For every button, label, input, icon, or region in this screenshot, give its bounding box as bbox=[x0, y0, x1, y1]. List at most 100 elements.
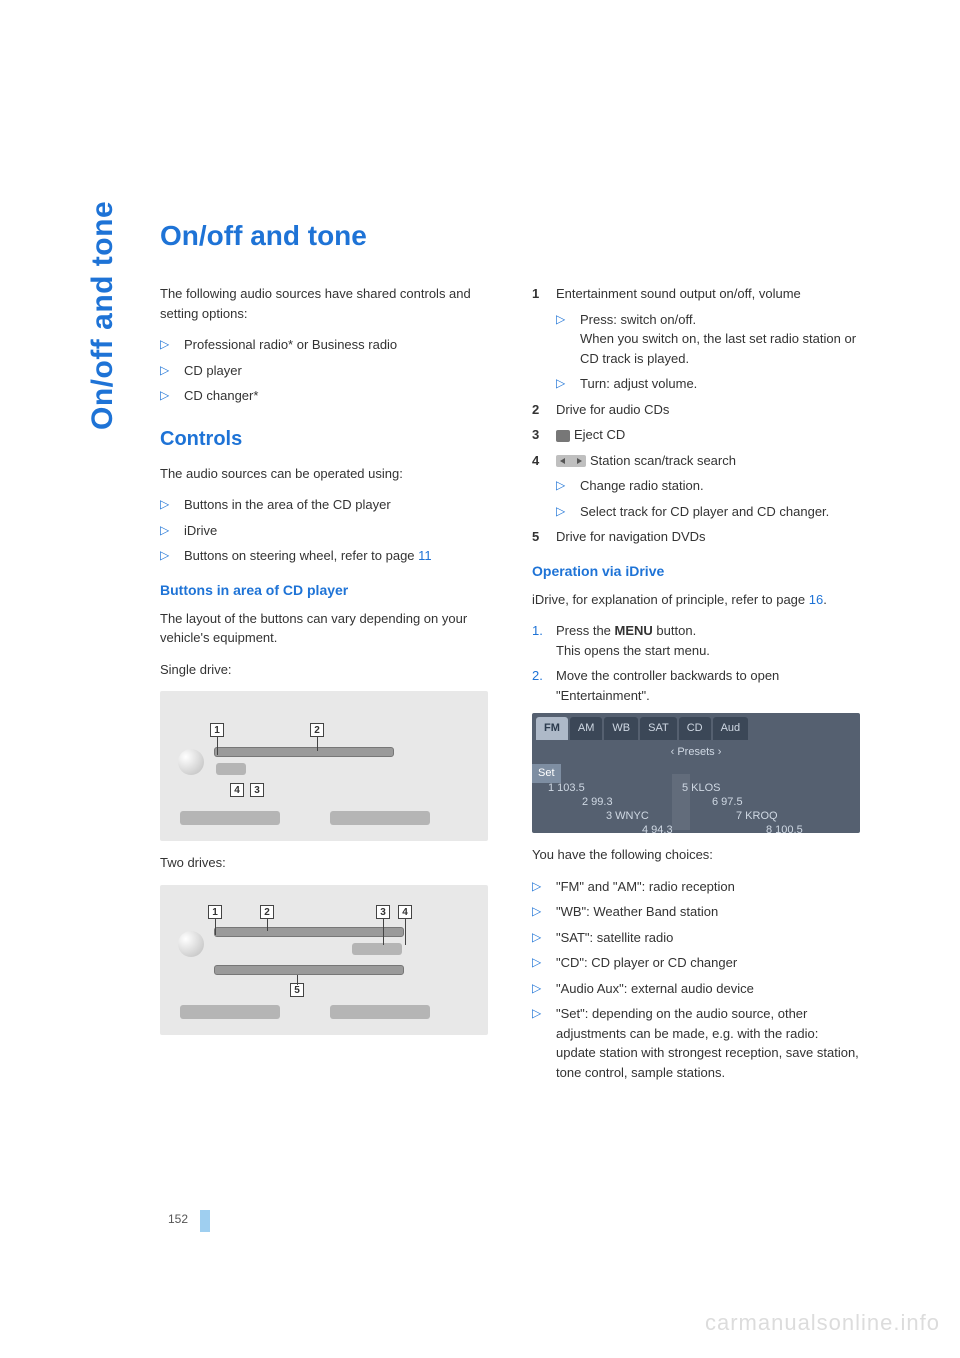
figure-idrive-screen: FMAMWBSATCDAud ‹ Presets › Set 1 103.55 … bbox=[532, 713, 860, 833]
bullet-icon: ▷ bbox=[160, 386, 174, 406]
callout-2: 2 bbox=[310, 723, 324, 737]
callout-line bbox=[217, 737, 218, 755]
page-link-11[interactable]: 11 bbox=[418, 548, 432, 563]
callout-3: 3 bbox=[376, 905, 390, 919]
list-item-text: "Audio Aux": external audio device bbox=[556, 979, 860, 999]
bullet-icon: ▷ bbox=[556, 310, 570, 369]
panel-strip bbox=[180, 811, 280, 825]
bullet-icon: ▷ bbox=[556, 476, 570, 496]
list-item: ▷"Audio Aux": external audio device bbox=[532, 979, 860, 999]
page-title: On/off and tone bbox=[160, 220, 860, 252]
controls-intro: The audio sources can be operated using: bbox=[160, 464, 488, 484]
num-5: 5 bbox=[532, 527, 546, 547]
list-item: ▷Press: switch on/off. When you switch o… bbox=[556, 310, 860, 369]
knob bbox=[178, 931, 204, 957]
item-3-label: Eject CD bbox=[574, 427, 625, 442]
single-drive-label: Single drive: bbox=[160, 660, 488, 680]
page-number: 152 bbox=[168, 1212, 188, 1226]
bullet-icon: ▷ bbox=[160, 361, 174, 381]
num-2: 2 bbox=[532, 400, 546, 420]
step-1: 1. Press the MENU button. This opens the… bbox=[532, 621, 860, 660]
list-item-text: "FM" and "AM": radio reception bbox=[556, 877, 860, 897]
item-4: 4 Station scan/track search bbox=[532, 451, 860, 471]
step1-a: Press the bbox=[556, 623, 615, 638]
callout-1: 1 bbox=[208, 905, 222, 919]
list-item: ▷"SAT": satellite radio bbox=[532, 928, 860, 948]
columns: The following audio sources have shared … bbox=[160, 284, 860, 1088]
list-item: ▷CD player bbox=[160, 361, 488, 381]
item-4-label: Station scan/track search bbox=[590, 453, 736, 468]
idrive-tab-aud: Aud bbox=[713, 717, 749, 740]
cd-slot bbox=[214, 747, 394, 757]
step1-text: Press the MENU button. This opens the st… bbox=[556, 621, 860, 660]
callout-3: 3 bbox=[250, 783, 264, 797]
station-preset: 1 103.5 bbox=[548, 780, 585, 797]
bullet-icon: ▷ bbox=[160, 521, 174, 541]
callout-line bbox=[405, 919, 406, 945]
page-link-16[interactable]: 16 bbox=[809, 592, 823, 607]
dvd-slot bbox=[214, 965, 404, 975]
list-item-text: "CD": CD player or CD changer bbox=[556, 953, 860, 973]
bullet-icon: ▷ bbox=[532, 1004, 546, 1082]
idrive-heading: Operation via iDrive bbox=[532, 561, 860, 582]
num-1: 1 bbox=[532, 284, 546, 304]
right-column: 1 Entertainment sound output on/off, vol… bbox=[532, 284, 860, 1088]
item-3: 3 Eject CD bbox=[532, 425, 860, 445]
bullet-icon: ▷ bbox=[532, 928, 546, 948]
list-item: ▷"FM" and "AM": radio reception bbox=[532, 877, 860, 897]
list-item: ▷ "CD": CD player or CD changer bbox=[532, 953, 860, 973]
list-item-text: Buttons in the area of the CD player bbox=[184, 495, 488, 515]
list-item: ▷Select track for CD player and CD chang… bbox=[556, 502, 860, 522]
item-1-sublist: ▷Press: switch on/off. When you switch o… bbox=[556, 310, 860, 394]
item-2: 2 Drive for audio CDs bbox=[532, 400, 860, 420]
buttons-heading: Buttons in area of CD player bbox=[160, 580, 488, 601]
station-preset: 8 100.5 bbox=[766, 822, 803, 833]
list-item: ▷ Buttons in the area of the CD player bbox=[160, 495, 488, 515]
eject-bar bbox=[352, 943, 402, 955]
callout-line bbox=[267, 919, 268, 931]
idrive-tab-cd: CD bbox=[679, 717, 711, 740]
panel-strip bbox=[330, 1005, 430, 1019]
left-column: The following audio sources have shared … bbox=[160, 284, 488, 1088]
step-2: 2. Move the controller backwards to open… bbox=[532, 666, 860, 705]
callout-line bbox=[297, 975, 298, 985]
button-bar bbox=[216, 763, 246, 775]
page-number-bar bbox=[200, 1210, 210, 1232]
list-item-text: Change radio station. bbox=[580, 476, 860, 496]
list-item-text: "Set": depending on the audio source, ot… bbox=[556, 1004, 860, 1082]
panel-strip bbox=[330, 811, 430, 825]
idrive-tabs: FMAMWBSATCDAud bbox=[532, 713, 860, 740]
callout-5: 5 bbox=[290, 983, 304, 997]
list-item-text: iDrive bbox=[184, 521, 488, 541]
cd-slot bbox=[214, 927, 404, 937]
buttons-para: The layout of the buttons can vary depen… bbox=[160, 609, 488, 648]
callout-2: 2 bbox=[260, 905, 274, 919]
item-3-text: Eject CD bbox=[556, 425, 860, 445]
callout-1: 1 bbox=[210, 723, 224, 737]
intro-text: The following audio sources have shared … bbox=[160, 284, 488, 323]
bullet-icon: ▷ bbox=[532, 953, 546, 973]
list-item: ▷Buttons on steering wheel, refer to pag… bbox=[160, 546, 488, 566]
step1-num: 1. bbox=[532, 621, 546, 660]
step2-num: 2. bbox=[532, 666, 546, 705]
list-item-text: Turn: adjust volume. bbox=[580, 374, 860, 394]
item-2-text: Drive for audio CDs bbox=[556, 400, 860, 420]
figure-single-drive: 1 2 3 4 bbox=[160, 691, 488, 841]
knob bbox=[178, 749, 204, 775]
item-5-text: Drive for navigation DVDs bbox=[556, 527, 860, 547]
list-item-text: Press: switch on/off. When you switch on… bbox=[580, 310, 860, 369]
idrive-tab-sat: SAT bbox=[640, 717, 677, 740]
item-1-text: Entertainment sound output on/off, volum… bbox=[556, 284, 860, 304]
scan-icon bbox=[556, 455, 586, 467]
idrive-tab-wb: WB bbox=[604, 717, 638, 740]
callout-line bbox=[383, 919, 384, 945]
list-item: ▷"Set": depending on the audio source, o… bbox=[532, 1004, 860, 1082]
num-4: 4 bbox=[532, 451, 546, 471]
bullet-icon: ▷ bbox=[160, 495, 174, 515]
sources-list: ▷Professional radio* or Business radio▷C… bbox=[160, 335, 488, 406]
list-item: ▷ Change radio station. bbox=[556, 476, 860, 496]
callout-4: 4 bbox=[230, 783, 244, 797]
manual-page: On/off and tone On/off and tone The foll… bbox=[0, 0, 960, 1358]
watermark: carmanualsonline.info bbox=[705, 1310, 940, 1336]
idrive-tab-am: AM bbox=[570, 717, 603, 740]
